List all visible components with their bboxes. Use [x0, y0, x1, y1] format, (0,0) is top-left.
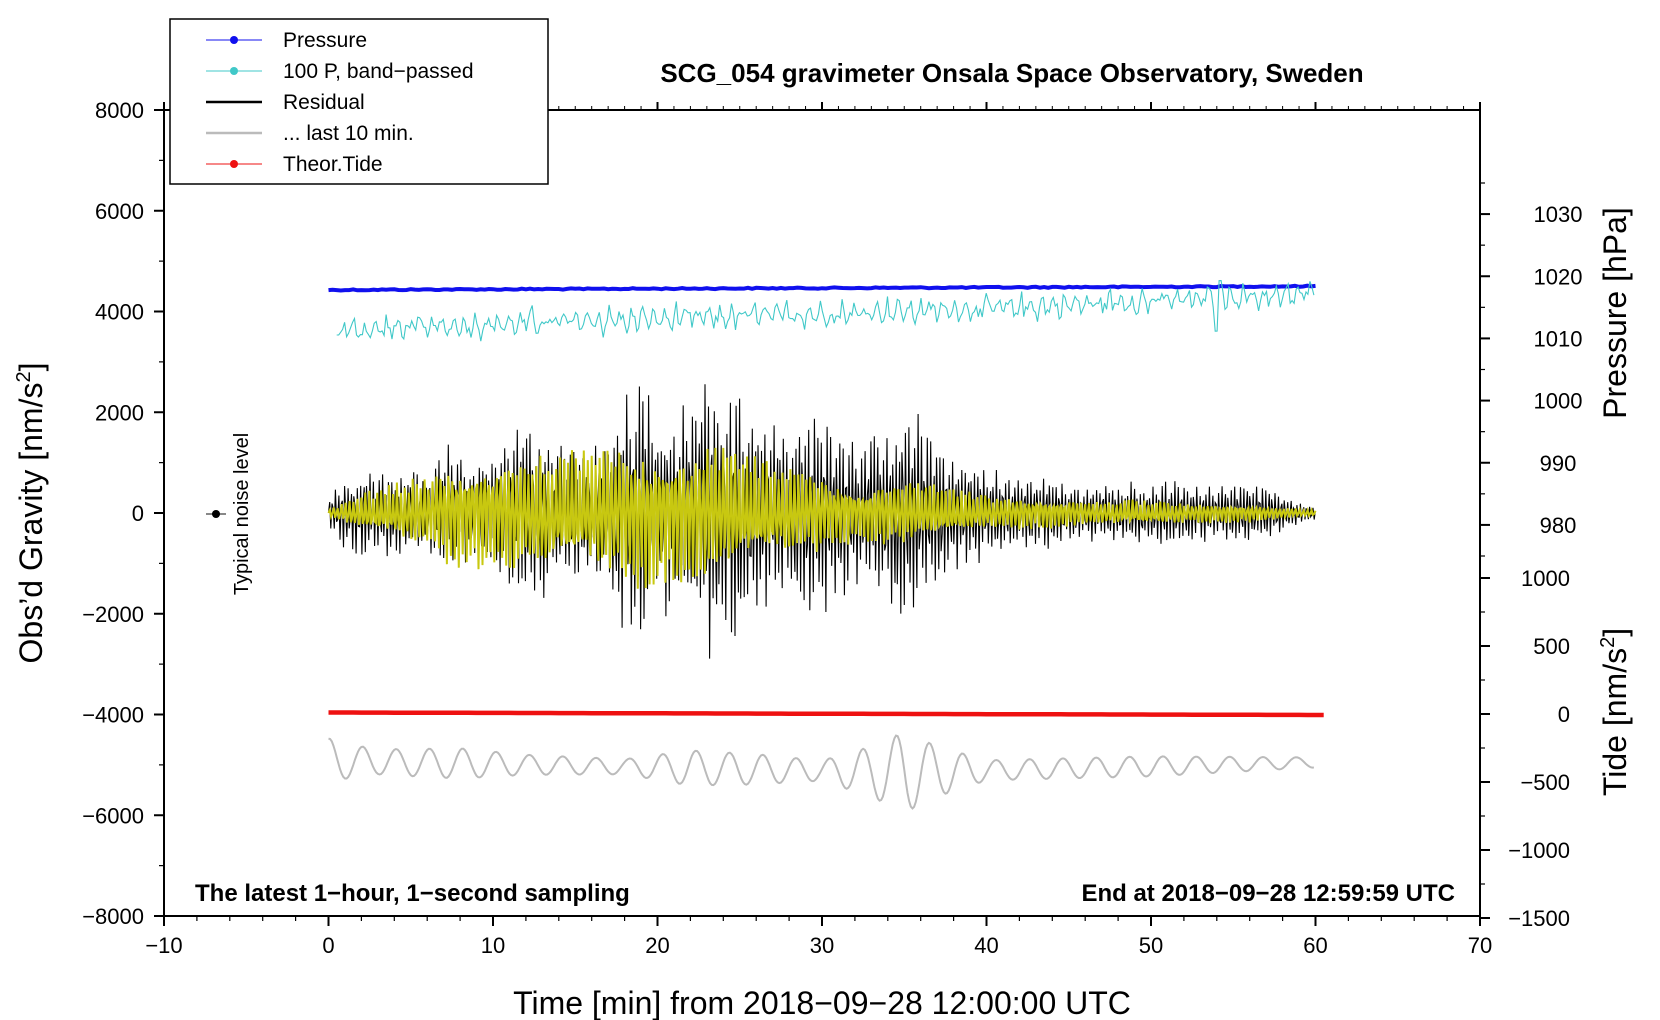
pressure-tick-label: 1010 [1534, 326, 1583, 351]
chart-title: SCG_054 gravimeter Onsala Space Observat… [660, 58, 1363, 88]
y-tick-label: 4000 [95, 300, 144, 325]
pressure-tick-label: 990 [1540, 451, 1577, 476]
x-tick-label: 50 [1139, 933, 1163, 958]
y-tick-label: 0 [132, 501, 144, 526]
x-tick-label: 40 [974, 933, 998, 958]
tide-tick-label: 0 [1558, 702, 1570, 727]
x-tick-label: 10 [481, 933, 505, 958]
pressure-axis-title: Pressure [hPa] [1597, 207, 1633, 419]
y-axis-title: Obs’d Gravity [nm/s2] [13, 363, 49, 664]
legend-swatch-dot [230, 67, 238, 75]
tide-tick-label: −500 [1520, 770, 1570, 795]
series-layer [327, 280, 1324, 810]
y-tick-label: −6000 [82, 803, 144, 828]
y-tick-label: 2000 [95, 400, 144, 425]
x-tick-label: 20 [645, 933, 669, 958]
legend-label: Residual [283, 91, 365, 114]
annotation-latest-hour: The latest 1−hour, 1−second sampling [195, 880, 630, 907]
legend-label: 100 P, band−passed [283, 60, 474, 83]
tide-tick-label: −1000 [1508, 838, 1570, 863]
pressure-tick-label: 1030 [1534, 202, 1583, 227]
legend-swatch-dot [230, 36, 238, 44]
pressure-tick-label: 980 [1540, 513, 1577, 538]
y-tick-label: 6000 [95, 199, 144, 224]
x-tick-label: −10 [145, 933, 182, 958]
legend: Pressure 100 P, band−passed Residual ... la… [169, 18, 549, 185]
pressure-tick-label: 1000 [1534, 389, 1583, 414]
series-filtered-line [327, 447, 1317, 589]
tide-tick-label: 500 [1533, 634, 1570, 659]
x-axis-title: Time [min] from 2018−09−28 12:00:00 UTC [513, 985, 1131, 1020]
legend-swatch-dot [230, 160, 238, 168]
legend-label: Theor.Tide [283, 153, 383, 176]
series-bandpassed-line [336, 280, 1315, 342]
x-tick-label: 60 [1303, 933, 1327, 958]
legend-items: Pressure 100 P, band−passed Residual ... la… [206, 29, 474, 176]
x-tick-label: 70 [1468, 933, 1492, 958]
series-tide-line [328, 710, 1324, 718]
y-tick-label: −8000 [82, 904, 144, 929]
tide-tick-label: 1000 [1521, 566, 1570, 591]
x-tick-label: 0 [322, 933, 334, 958]
y-tick-label: −2000 [82, 602, 144, 627]
tide-axis-title: Tide [nm/s2] [1597, 628, 1633, 796]
noise-level-dot [212, 510, 220, 518]
series-pressure-line [328, 283, 1316, 293]
annotation-end-time: End at 2018−09−28 12:59:59 UTC [1081, 880, 1455, 907]
x-tick-label: 30 [810, 933, 834, 958]
tide-tick-label: −1500 [1508, 906, 1570, 931]
ticks-layer: −10 0 10 20 30 40 50 60 7080006000400020000−2000… [82, 98, 1582, 958]
pressure-tick-label: 1020 [1534, 264, 1583, 289]
legend-label: Pressure [283, 29, 367, 52]
y-tick-label: −4000 [82, 703, 144, 728]
noise-level-label: Typical noise level [231, 433, 253, 595]
legend-label: ... last 10 min. [283, 122, 414, 145]
series-last10-line [328, 734, 1314, 810]
y-tick-label: 8000 [95, 98, 144, 123]
